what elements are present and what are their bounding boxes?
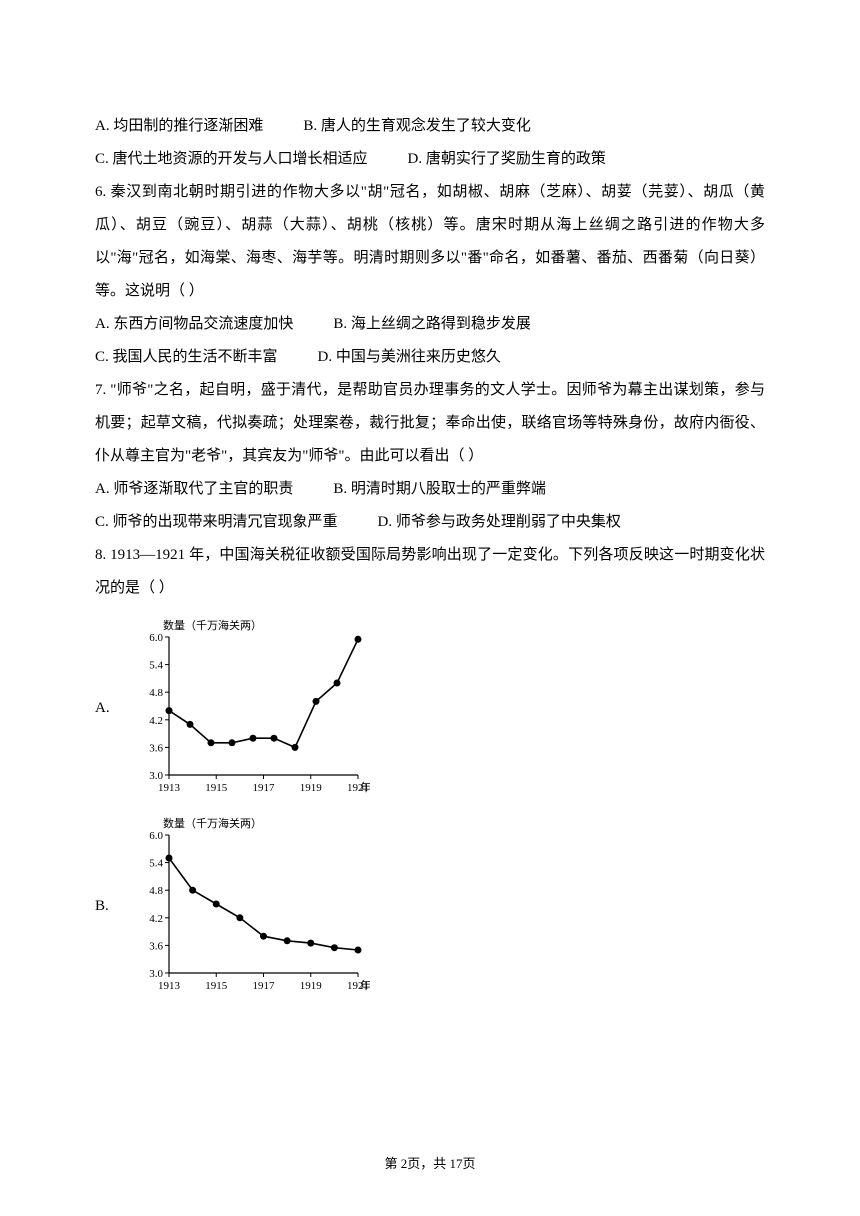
q6-options-row1: A. 东西方间物品交流速度加快 B. 海上丝绸之路得到稳步发展 bbox=[95, 308, 765, 341]
q8-option-b-wrap: B. 数量（千万海关两） 3.0 3.6 4.2 4.8 5.4 6.0 1913 1915 19… bbox=[95, 811, 765, 1001]
q8-chart-b: 数量（千万海关两） 3.0 3.6 4.2 4.8 5.4 6.0 1913 1915 1917 1… bbox=[125, 811, 370, 1001]
q7-text: "师爷"之名，起自明，盛于清代，是帮助官员办理事务的文人学士。因师爷为幕主出谋划… bbox=[95, 382, 765, 464]
svg-text:数量（千万海关两）: 数量（千万海关两） bbox=[163, 816, 262, 830]
q7-options-row1: A. 师爷逐渐取代了主官的职责 B. 明清时期八股取士的严重弊端 bbox=[95, 473, 765, 506]
svg-text:3.0: 3.0 bbox=[149, 968, 163, 980]
q7-option-d: D. 师爷参与政务处理削弱了中央集权 bbox=[378, 506, 621, 539]
svg-text:1919: 1919 bbox=[300, 782, 323, 794]
q7-option-c: C. 师爷的出现带来明清冗官现象严重 bbox=[95, 506, 338, 539]
q6-options-row2: C. 我国人民的生活不断丰富 D. 中国与美洲往来历史悠久 bbox=[95, 341, 765, 374]
svg-text:3.6: 3.6 bbox=[149, 742, 163, 754]
q7-option-b: B. 明清时期八股取士的严重弊端 bbox=[333, 473, 546, 506]
svg-text:1919: 1919 bbox=[300, 980, 323, 992]
svg-text:3.0: 3.0 bbox=[149, 770, 163, 782]
svg-text:4.2: 4.2 bbox=[149, 715, 163, 727]
svg-text:年份: 年份 bbox=[360, 978, 370, 992]
q7-option-a: A. 师爷逐渐取代了主官的职责 bbox=[95, 473, 293, 506]
svg-text:6.0: 6.0 bbox=[149, 830, 163, 842]
q6-option-b: B. 海上丝绸之路得到稳步发展 bbox=[333, 308, 531, 341]
svg-text:5.4: 5.4 bbox=[149, 660, 163, 672]
q8-body: 8. 1913—1921 年，中国海关税征收额受国际局势影响出现了一定变化。下列… bbox=[95, 539, 765, 605]
q8-option-a-label: A. bbox=[95, 692, 125, 725]
q6-number: 6. bbox=[95, 184, 106, 200]
svg-text:1913: 1913 bbox=[158, 782, 181, 794]
q5-options-row2: C. 唐代土地资源的开发与人口增长相适应 D. 唐朝实行了奖励生育的政策 bbox=[95, 143, 765, 176]
q7-number: 7. bbox=[95, 382, 106, 398]
q5-option-d: D. 唐朝实行了奖励生育的政策 bbox=[408, 143, 606, 176]
q8-option-a-wrap: A. 数量（千万海关两） 3.0 3.6 4.2 4.8 5.4 6.0 1913 1915 19… bbox=[95, 613, 765, 803]
svg-text:数量（千万海关两）: 数量（千万海关两） bbox=[163, 618, 262, 632]
q8-text: 1913—1921 年，中国海关税征收额受国际局势影响出现了一定变化。下列各项反… bbox=[95, 547, 765, 596]
svg-text:1917: 1917 bbox=[253, 782, 276, 794]
svg-text:1917: 1917 bbox=[253, 980, 276, 992]
q8-chart-a: 数量（千万海关两） 3.0 3.6 4.2 4.8 5.4 6.0 1913 1915 1917 1… bbox=[125, 613, 370, 803]
q8-number: 8. bbox=[95, 547, 106, 563]
q7-body: 7. "师爷"之名，起自明，盛于清代，是帮助官员办理事务的文人学士。因师爷为幕主… bbox=[95, 374, 765, 473]
page-footer: 第 2页，共 17页 bbox=[0, 1153, 860, 1172]
svg-text:3.6: 3.6 bbox=[149, 940, 163, 952]
svg-text:1913: 1913 bbox=[158, 980, 181, 992]
q8-option-b-label: B. bbox=[95, 890, 125, 923]
svg-text:5.4: 5.4 bbox=[149, 858, 163, 870]
svg-text:4.8: 4.8 bbox=[149, 687, 163, 699]
svg-text:年份: 年份 bbox=[360, 780, 370, 794]
q6-text: 秦汉到南北朝时期引进的作物大多以"胡"冠名，如胡椒、胡麻（芝麻）、胡荽（芫荽）、… bbox=[95, 184, 765, 299]
q5-options-row1: A. 均田制的推行逐渐困难 B. 唐人的生育观念发生了较大变化 bbox=[95, 110, 765, 143]
q6-option-d: D. 中国与美洲往来历史悠久 bbox=[318, 341, 501, 374]
q5-option-b: B. 唐人的生育观念发生了较大变化 bbox=[303, 110, 531, 143]
q5-option-a: A. 均田制的推行逐渐困难 bbox=[95, 110, 263, 143]
q7-options-row2: C. 师爷的出现带来明清冗官现象严重 D. 师爷参与政务处理削弱了中央集权 bbox=[95, 506, 765, 539]
q6-option-a: A. 东西方间物品交流速度加快 bbox=[95, 308, 293, 341]
q6-option-c: C. 我国人民的生活不断丰富 bbox=[95, 341, 278, 374]
svg-text:4.8: 4.8 bbox=[149, 885, 163, 897]
svg-text:1915: 1915 bbox=[205, 980, 228, 992]
svg-text:4.2: 4.2 bbox=[149, 913, 163, 925]
q6-body: 6. 秦汉到南北朝时期引进的作物大多以"胡"冠名，如胡椒、胡麻（芝麻）、胡荽（芫… bbox=[95, 176, 765, 308]
q5-option-c: C. 唐代土地资源的开发与人口增长相适应 bbox=[95, 143, 368, 176]
svg-text:1915: 1915 bbox=[205, 782, 228, 794]
svg-text:6.0: 6.0 bbox=[149, 632, 163, 644]
